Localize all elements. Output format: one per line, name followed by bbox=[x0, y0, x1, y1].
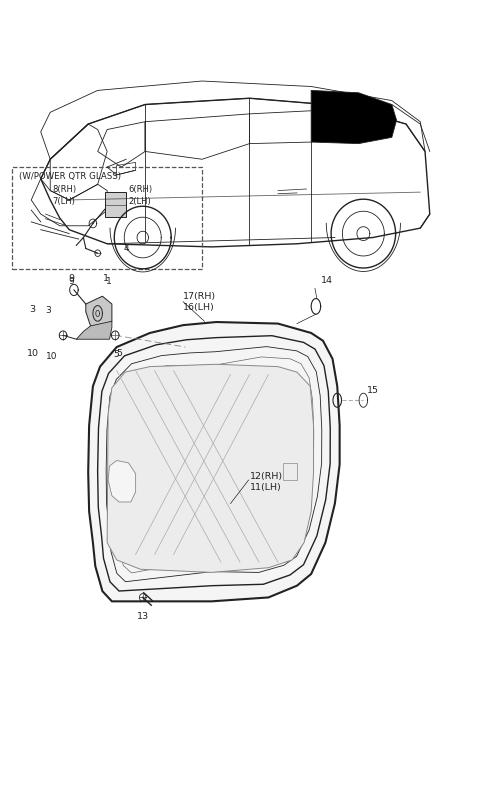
Text: 8(RH): 8(RH) bbox=[53, 185, 77, 194]
Text: (W/POWER QTR GLASS): (W/POWER QTR GLASS) bbox=[19, 172, 121, 180]
Text: 9: 9 bbox=[69, 277, 74, 287]
Text: 14: 14 bbox=[321, 276, 333, 285]
Text: 11(LH): 11(LH) bbox=[250, 483, 281, 492]
Text: 1: 1 bbox=[106, 277, 111, 287]
Text: 7(LH): 7(LH) bbox=[53, 197, 75, 206]
Text: 9: 9 bbox=[69, 273, 74, 283]
Polygon shape bbox=[88, 322, 340, 601]
Polygon shape bbox=[107, 364, 313, 572]
Text: 3: 3 bbox=[46, 307, 51, 315]
Text: 2(LH): 2(LH) bbox=[129, 197, 151, 206]
Polygon shape bbox=[105, 192, 126, 217]
Polygon shape bbox=[311, 91, 396, 143]
Bar bbox=[283, 463, 297, 480]
Text: 13: 13 bbox=[137, 612, 149, 622]
Text: 12(RH): 12(RH) bbox=[250, 472, 283, 481]
Text: 15: 15 bbox=[367, 385, 379, 395]
Text: 5: 5 bbox=[117, 349, 123, 359]
Text: 10: 10 bbox=[46, 351, 57, 361]
Text: 10: 10 bbox=[26, 349, 38, 359]
Text: 16(LH): 16(LH) bbox=[183, 303, 215, 312]
Polygon shape bbox=[108, 460, 136, 502]
Text: 5: 5 bbox=[113, 350, 119, 359]
Text: 6(RH): 6(RH) bbox=[129, 185, 153, 194]
Text: 4: 4 bbox=[124, 243, 130, 253]
Polygon shape bbox=[86, 296, 112, 329]
Text: 1: 1 bbox=[103, 273, 109, 283]
Polygon shape bbox=[76, 322, 112, 339]
Text: 3: 3 bbox=[29, 305, 35, 314]
Text: 17(RH): 17(RH) bbox=[183, 292, 216, 301]
